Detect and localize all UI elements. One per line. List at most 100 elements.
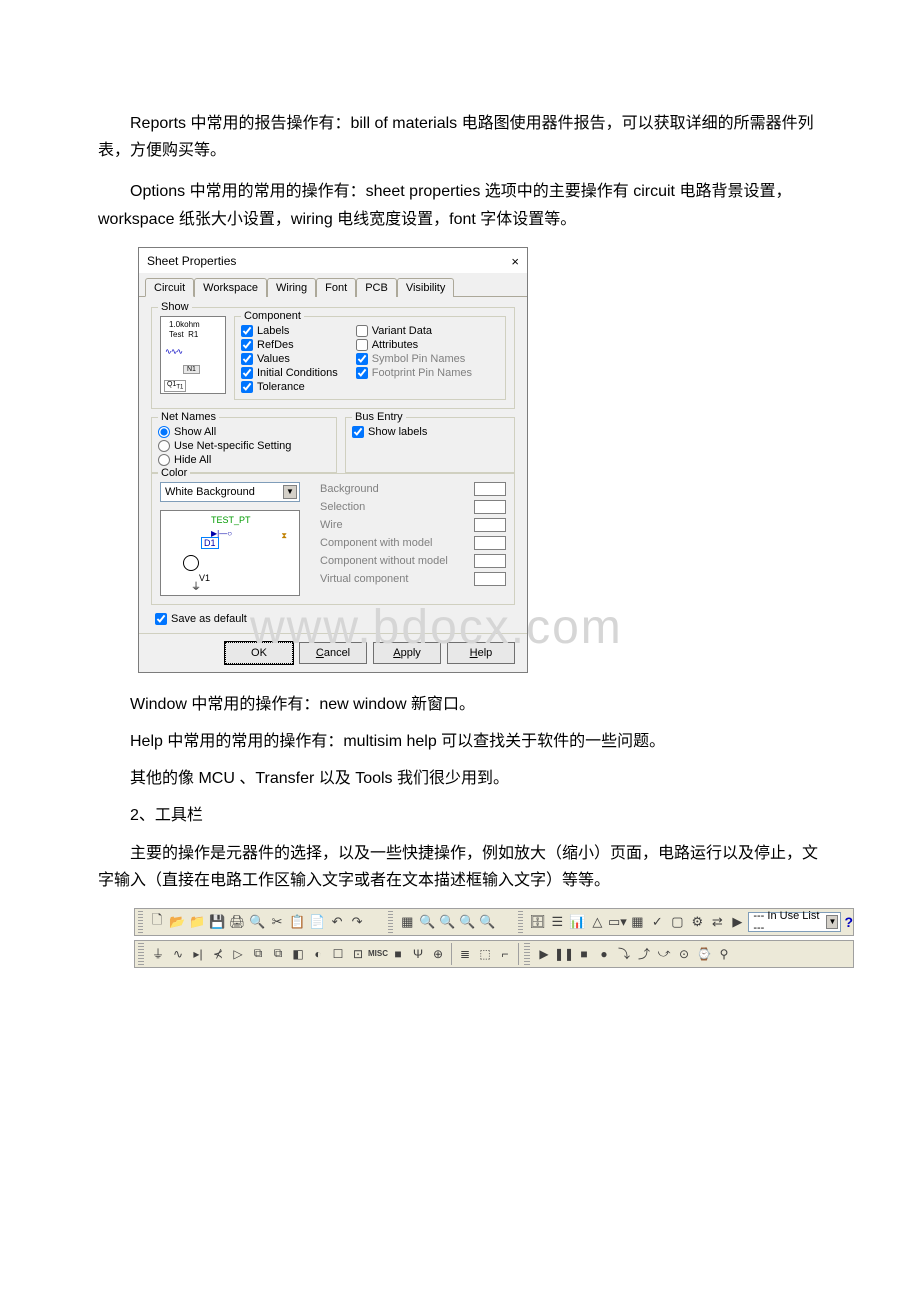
probe-icon[interactable]: ⚲ [715, 945, 733, 963]
zoomout-icon[interactable]: 🔍 [438, 913, 456, 931]
adv-icon[interactable]: ■ [389, 945, 407, 963]
help-icon[interactable]: ? [844, 914, 853, 930]
chk-refdes[interactable]: RefDes [241, 339, 338, 351]
tab-workspace[interactable]: Workspace [194, 278, 267, 297]
cancel-button[interactable]: Cancel [299, 642, 367, 664]
tab-visibility[interactable]: Visibility [397, 278, 455, 297]
tab-circuit[interactable]: Circuit [145, 278, 194, 297]
pause-icon[interactable]: ❚❚ [555, 945, 573, 963]
radio-showall[interactable]: Show All [158, 426, 330, 438]
grip-icon[interactable] [518, 911, 523, 933]
grip-icon[interactable] [138, 911, 143, 933]
rf-icon[interactable]: Ψ [409, 945, 427, 963]
resistor-icon[interactable]: ∿ [169, 945, 187, 963]
chk-symbol-pin[interactable]: Symbol Pin Names [356, 353, 472, 365]
mixed-icon[interactable]: ◐ [309, 945, 327, 963]
indicator-icon[interactable]: ☐ [329, 945, 347, 963]
dialog-tabs: Circuit Workspace Wiring Font PCB Visibi… [139, 273, 527, 297]
breakpoint-icon[interactable]: ⊙ [675, 945, 693, 963]
color-row-comp-nomodel[interactable]: Component without model [320, 554, 506, 568]
tab-pcb[interactable]: PCB [356, 278, 397, 297]
toolbar-row-2: ⏚ ∿ ▸| ⊀ ▷ ⧉ ⧉ ◧ ◐ ☐ ⊡ MISC ■ Ψ ⊕ ≣ ⬚ ⌐ … [134, 940, 854, 968]
list-icon[interactable]: ☰ [548, 913, 566, 931]
bus-icon[interactable]: ≣ [456, 945, 474, 963]
chk-showlabels[interactable]: Show labels [352, 426, 508, 438]
conn-icon[interactable]: ⌐ [496, 945, 514, 963]
hier-icon[interactable]: ⬚ [476, 945, 494, 963]
run-icon[interactable]: ▶ [535, 945, 553, 963]
stop-icon[interactable]: ■ [575, 945, 593, 963]
zoomsel-icon[interactable]: 🔍 [478, 913, 496, 931]
chk-save-default[interactable]: Save as default [155, 613, 515, 625]
diode-icon[interactable]: ▸| [189, 945, 207, 963]
sheet-icon[interactable]: ▦ [398, 913, 416, 931]
component-group: Component Labels RefDes Values Initial C… [234, 316, 506, 400]
open2-icon[interactable]: 📁 [188, 913, 206, 931]
chk-variant[interactable]: Variant Data [356, 325, 472, 337]
em-icon[interactable]: ⊕ [429, 945, 447, 963]
stepinto-icon[interactable]: ⤵ [615, 945, 633, 963]
cmos-icon[interactable]: ⧉ [269, 945, 287, 963]
copy-icon[interactable]: 📋 [288, 913, 306, 931]
wiz-icon[interactable]: ▦ [628, 913, 646, 931]
tab-wiring[interactable]: Wiring [267, 278, 316, 297]
dialog-title: Sheet Properties [147, 254, 236, 268]
apply-button[interactable]: Apply [373, 642, 441, 664]
box-icon[interactable]: ▢ [668, 913, 686, 931]
stepover-icon[interactable]: ⤴ [635, 945, 653, 963]
chk-initial[interactable]: Initial Conditions [241, 367, 338, 379]
chk-tolerance[interactable]: Tolerance [241, 381, 338, 393]
paste-icon[interactable]: 📄 [308, 913, 326, 931]
watch-icon[interactable]: ⌚ [695, 945, 713, 963]
cut-icon[interactable]: ✂ [268, 913, 286, 931]
zoomfit-icon[interactable]: 🔍 [458, 913, 476, 931]
transistor-icon[interactable]: ⊀ [209, 945, 227, 963]
open-icon[interactable]: 📂 [168, 913, 186, 931]
print-icon[interactable]: 🖨 [228, 913, 246, 931]
grip-icon[interactable] [138, 943, 144, 965]
post-icon[interactable]: ▭▾ [608, 913, 626, 931]
chk-attributes[interactable]: Attributes [356, 339, 472, 351]
color-row-background[interactable]: Background [320, 482, 506, 496]
radio-hideall[interactable]: Hide All [158, 454, 330, 466]
xfer-icon[interactable]: ⇄ [708, 913, 726, 931]
chk-values[interactable]: Values [241, 353, 338, 365]
show-preview: 1.0kohm Test R1 ∿∿∿ N1 Q1T1 [160, 316, 226, 394]
color-row-wire[interactable]: Wire [320, 518, 506, 532]
close-icon[interactable]: × [511, 254, 519, 269]
grip-icon[interactable] [388, 911, 393, 933]
ground-icon[interactable]: ⏚ [149, 945, 167, 963]
new-icon[interactable]: 🗋 [148, 913, 166, 931]
stepout-icon[interactable]: ⤻ [655, 945, 673, 963]
ok-button[interactable]: OK [225, 642, 293, 664]
step-icon[interactable]: ● [595, 945, 613, 963]
graph-icon[interactable]: △ [588, 913, 606, 931]
color-row-selection[interactable]: Selection [320, 500, 506, 514]
fwd-icon[interactable]: ▶ [728, 913, 746, 931]
help-button[interactable]: Help [447, 642, 515, 664]
misc-dig-icon[interactable]: ◧ [289, 945, 307, 963]
grip-icon[interactable] [524, 943, 530, 965]
zoomin-icon[interactable]: 🔍 [418, 913, 436, 931]
analysis-icon[interactable]: 📊 [568, 913, 586, 931]
paragraph-toolbar-desc: 主要的操作是元器件的选择，以及一些快捷操作，例如放大（缩小）页面，电路运行以及停… [98, 840, 822, 894]
power-icon[interactable]: ⊡ [349, 945, 367, 963]
db-icon[interactable]: 🗄 [528, 913, 546, 931]
radio-netspecific[interactable]: Use Net-specific Setting [158, 440, 330, 452]
misc-icon[interactable]: MISC [369, 945, 387, 963]
inuse-select[interactable]: --- In Use List --- ▼ [748, 912, 841, 932]
color-scheme-select[interactable]: White Background ▼ [160, 482, 300, 502]
color-row-comp-model[interactable]: Component with model [320, 536, 506, 550]
chk-footprint-pin[interactable]: Footprint Pin Names [356, 367, 472, 379]
redo-icon[interactable]: ↷ [348, 913, 366, 931]
save-icon[interactable]: 💾 [208, 913, 226, 931]
chk-labels[interactable]: Labels [241, 325, 338, 337]
undo-icon[interactable]: ↶ [328, 913, 346, 931]
color-row-virtual[interactable]: Virtual component [320, 572, 506, 586]
ttl-icon[interactable]: ⧉ [249, 945, 267, 963]
tab-font[interactable]: Font [316, 278, 356, 297]
misc-icon[interactable]: ⚙ [688, 913, 706, 931]
opamp-icon[interactable]: ▷ [229, 945, 247, 963]
preview-icon[interactable]: 🔍 [248, 913, 266, 931]
erc-icon[interactable]: ✓ [648, 913, 666, 931]
